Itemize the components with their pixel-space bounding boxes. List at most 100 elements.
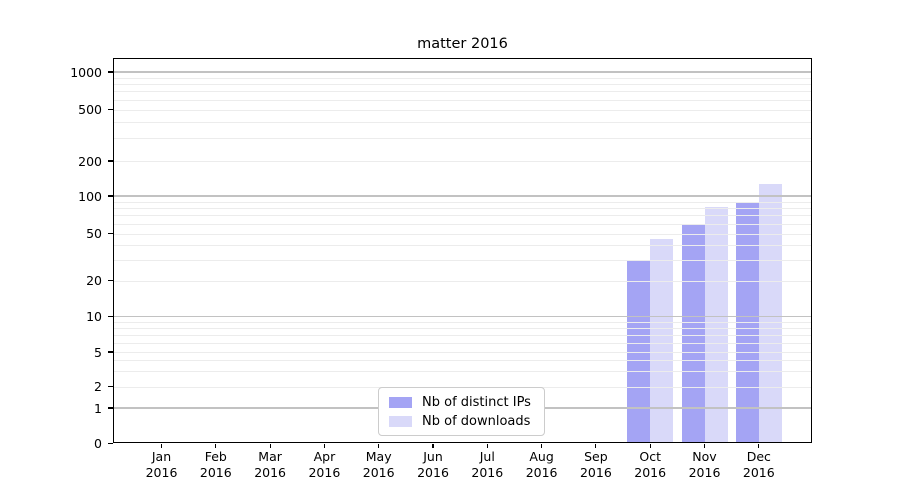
x-axis-tick-mark — [432, 443, 434, 448]
y-axis-tick-label: 2 — [94, 379, 102, 394]
x-axis-tick-label-line: 2016 — [362, 465, 395, 480]
y-axis-tick-label: 50 — [86, 226, 102, 241]
x-axis-tick-label-line: Apr — [313, 448, 336, 464]
y-axis-tick-mark — [107, 195, 113, 197]
x-axis-tick-label-line: 2016 — [254, 465, 286, 480]
legend-label: Nb of downloads — [422, 413, 531, 429]
legend-item-nb-of-downloads: Nb of downloads — [387, 414, 536, 429]
y-axis-tick-mark — [107, 108, 113, 111]
gridline-minor — [114, 161, 811, 162]
x-axis-tick-label: May 2016 — [344, 449, 414, 482]
x-axis-tick-mark — [541, 443, 543, 448]
legend: Nb of distinct IPs Nb of downloads — [378, 387, 545, 436]
x-axis-tick-mark — [215, 443, 217, 448]
x-axis-tick-label-line: Oct — [639, 448, 661, 464]
gridline-minor — [114, 223, 811, 225]
x-axis-tick-label-line: Jun — [423, 448, 443, 464]
x-axis-tick-label-line: 2016 — [634, 465, 667, 480]
x-axis-tick-label-line: 2016 — [525, 465, 558, 480]
x-axis-tick-label: Dec 2016 — [724, 449, 794, 482]
gridline-minor — [114, 109, 811, 111]
legend-swatch-nb-of-downloads — [389, 415, 412, 427]
y-axis-tick-mark — [107, 385, 113, 388]
x-axis-tick-label-line: Jan — [151, 448, 172, 464]
y-axis-tick-mark — [107, 315, 113, 318]
x-axis-tick-label-line: 2016 — [417, 465, 449, 480]
x-axis-tick-label: Jul 2016 — [452, 449, 522, 482]
x-axis-tick-label: Aug 2016 — [507, 449, 577, 482]
bar-nb-of-downloads-dec-2016 — [758, 184, 782, 444]
y-axis-tick-label: 1000 — [70, 64, 102, 80]
x-axis-tick-label: Jun 2016 — [398, 449, 468, 482]
y-axis-tick-mark — [107, 279, 113, 282]
gridline-minor — [114, 244, 811, 246]
x-axis-tick-mark — [703, 443, 706, 448]
x-axis-tick-label: Jan 2016 — [127, 449, 197, 482]
plot-area — [114, 59, 811, 444]
x-axis-tick-label-line: 2016 — [145, 465, 178, 480]
x-axis-tick-label: Sep 2016 — [561, 449, 631, 482]
gridline-minor — [114, 259, 811, 261]
x-axis-tick-label-line: 2016 — [471, 465, 504, 480]
x-axis-tick-mark — [323, 443, 325, 448]
gridline-minor — [114, 360, 811, 362]
gridline-minor — [114, 77, 811, 79]
gridline-minor — [114, 280, 811, 282]
x-axis-tick-mark — [486, 443, 488, 448]
x-axis-tick-mark — [160, 443, 163, 448]
x-axis-tick-label-line: Dec — [746, 448, 771, 464]
x-axis-tick-label-line: Sep — [584, 448, 608, 464]
y-axis-tick-label: 0 — [94, 436, 102, 451]
gridline-minor — [114, 201, 811, 203]
x-axis-tick-label-line: 2016 — [579, 465, 612, 480]
gridline-minor — [114, 138, 811, 140]
gridline-minor — [114, 334, 811, 336]
y-axis-tick-label: 5 — [94, 344, 102, 360]
x-axis-tick-label-line: Feb — [204, 448, 227, 464]
y-axis-tick-mark — [107, 232, 113, 235]
gridline-minor — [114, 99, 811, 101]
gridline-minor — [114, 321, 811, 323]
plot-spine-top — [114, 57, 811, 59]
x-axis-tick-mark — [378, 443, 380, 448]
gridline-minor — [114, 122, 811, 124]
y-axis-tick-mark — [107, 351, 113, 353]
y-axis-tick-label: 100 — [78, 188, 102, 204]
x-axis-tick-label-line: May — [365, 448, 392, 464]
y-axis-tick-label: 20 — [86, 273, 102, 288]
gridline-minor — [114, 371, 811, 373]
gridline-minor — [114, 352, 811, 353]
x-axis-tick-label-line: Mar — [258, 448, 282, 464]
gridline-minor — [114, 91, 811, 93]
bar-nb-of-distinct-ips-oct-2016 — [627, 259, 651, 444]
y-axis-tick-mark — [107, 442, 113, 445]
gridline-minor — [114, 342, 811, 344]
gridline-minor — [114, 84, 811, 86]
x-axis-tick-label-line: Aug — [529, 448, 554, 464]
bar-nb-of-downloads-nov-2016 — [704, 206, 728, 444]
x-axis-tick-mark — [269, 443, 271, 448]
gridline-minor — [114, 233, 811, 235]
y-axis-tick-mark — [107, 407, 113, 409]
x-axis-tick-label-line: 2016 — [308, 465, 341, 480]
x-axis-tick-label-line: Jul — [479, 448, 495, 464]
bar-nb-of-distinct-ips-nov-2016 — [681, 223, 705, 444]
gridline-major — [114, 71, 811, 73]
y-axis-tick-mark — [107, 160, 113, 162]
x-axis-tick-mark — [649, 443, 651, 448]
y-axis-tick-mark — [107, 71, 113, 73]
legend-swatch-nb-of-distinct-ips — [389, 396, 412, 408]
y-axis-tick-label: 1 — [94, 400, 102, 416]
y-axis-tick-label: 10 — [86, 309, 102, 324]
legend-item-nb-of-distinct-ips: Nb of distinct IPs — [387, 395, 536, 410]
gridline-minor — [114, 327, 811, 329]
plot-spine-left — [112, 57, 114, 444]
x-axis-tick-label-line: Nov — [692, 448, 717, 464]
x-axis-tick-label-line: 2016 — [199, 465, 232, 480]
gridline-major — [114, 195, 811, 197]
plot-spine-right — [811, 57, 813, 444]
bar-nb-of-downloads-oct-2016 — [650, 238, 674, 444]
x-axis-tick-label: Mar 2016 — [235, 449, 305, 482]
y-axis-tick-label: 500 — [78, 102, 102, 117]
